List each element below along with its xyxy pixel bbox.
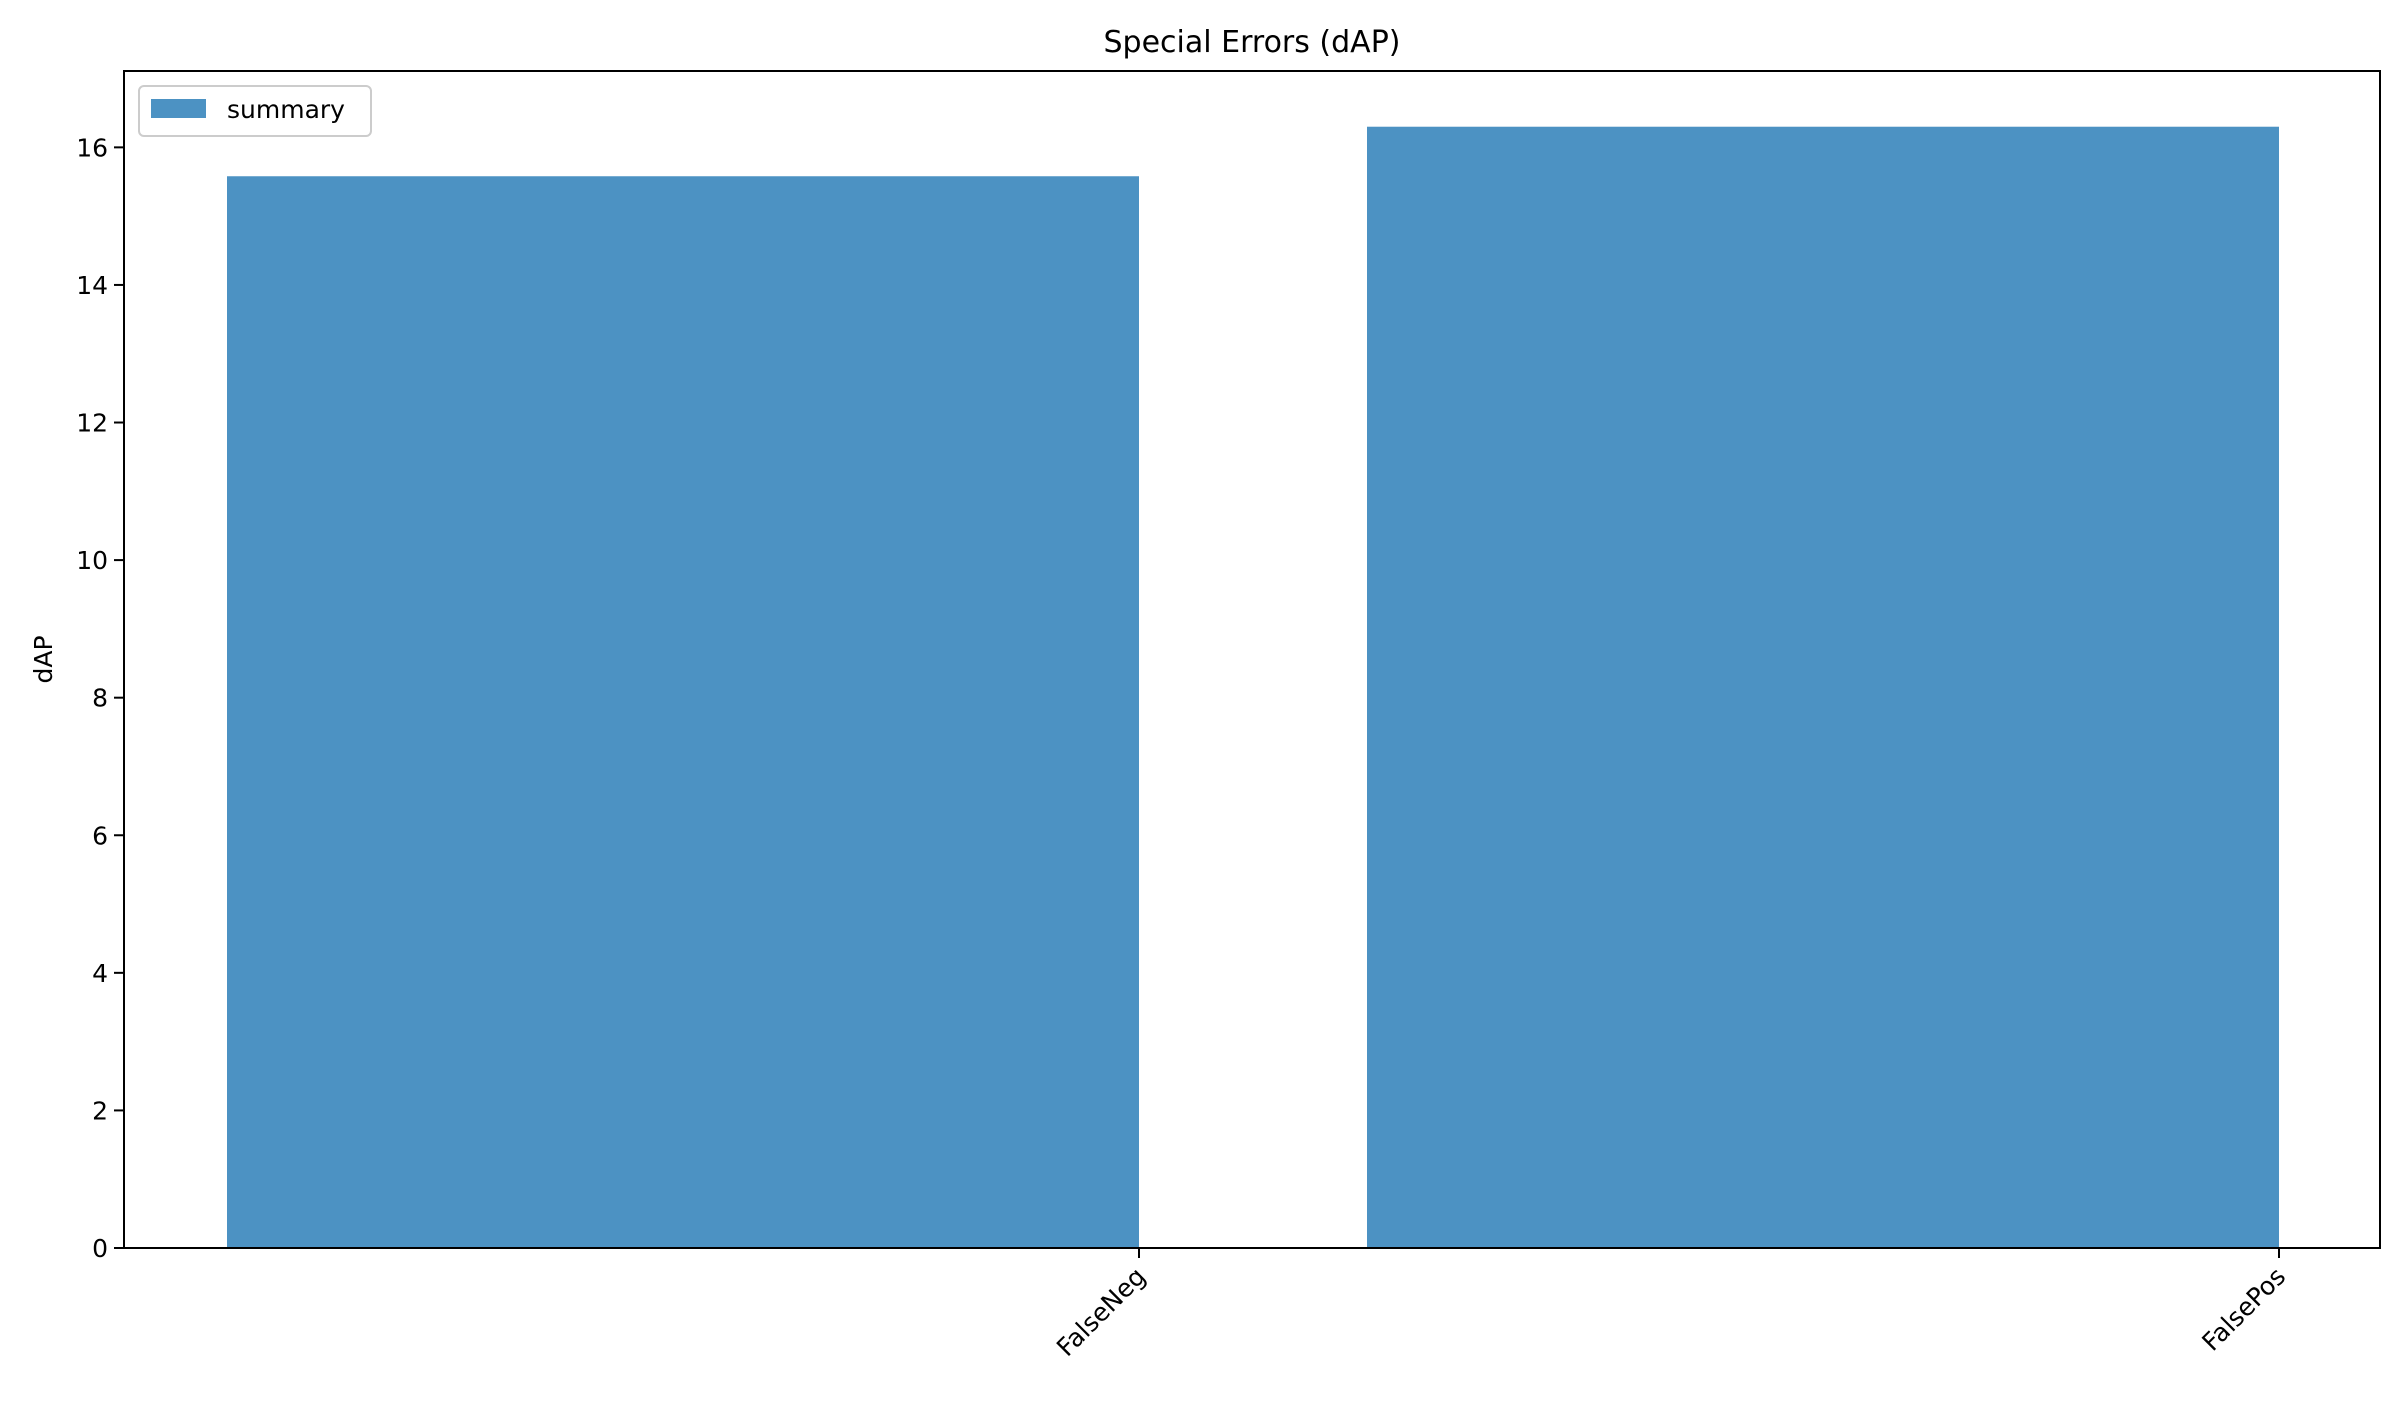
x-tick-label-falsepos: FalsePos — [2196, 1262, 2291, 1357]
y-axis: 0 2 4 6 8 10 12 14 16 — [76, 133, 124, 1263]
bar-falsepos — [1367, 126, 2279, 1248]
x-axis: FalseNeg FalsePos — [1051, 1248, 2291, 1362]
y-tick-label: 8 — [92, 684, 108, 713]
y-tick-label: 14 — [76, 271, 108, 300]
legend[interactable]: summary — [138, 85, 372, 137]
legend-box — [138, 85, 372, 137]
y-tick-label: 12 — [76, 409, 108, 438]
y-axis-label: dAP — [29, 635, 58, 683]
bars-group — [227, 126, 2279, 1248]
chart-title: Special Errors (dAP) — [1104, 25, 1401, 60]
legend-swatch — [151, 99, 206, 118]
plot-frame — [123, 70, 2381, 1249]
y-tick-label: 10 — [76, 546, 108, 575]
legend-label: summary — [227, 95, 345, 124]
y-tick-label: 0 — [92, 1234, 108, 1263]
x-tick-label-falseneg: FalseNeg — [1051, 1262, 1151, 1362]
bar-falseneg — [227, 176, 1139, 1248]
y-tick-label: 2 — [92, 1096, 108, 1125]
y-tick-label: 16 — [76, 133, 108, 162]
y-tick-label: 6 — [92, 821, 108, 850]
y-tick-label: 4 — [92, 959, 108, 988]
